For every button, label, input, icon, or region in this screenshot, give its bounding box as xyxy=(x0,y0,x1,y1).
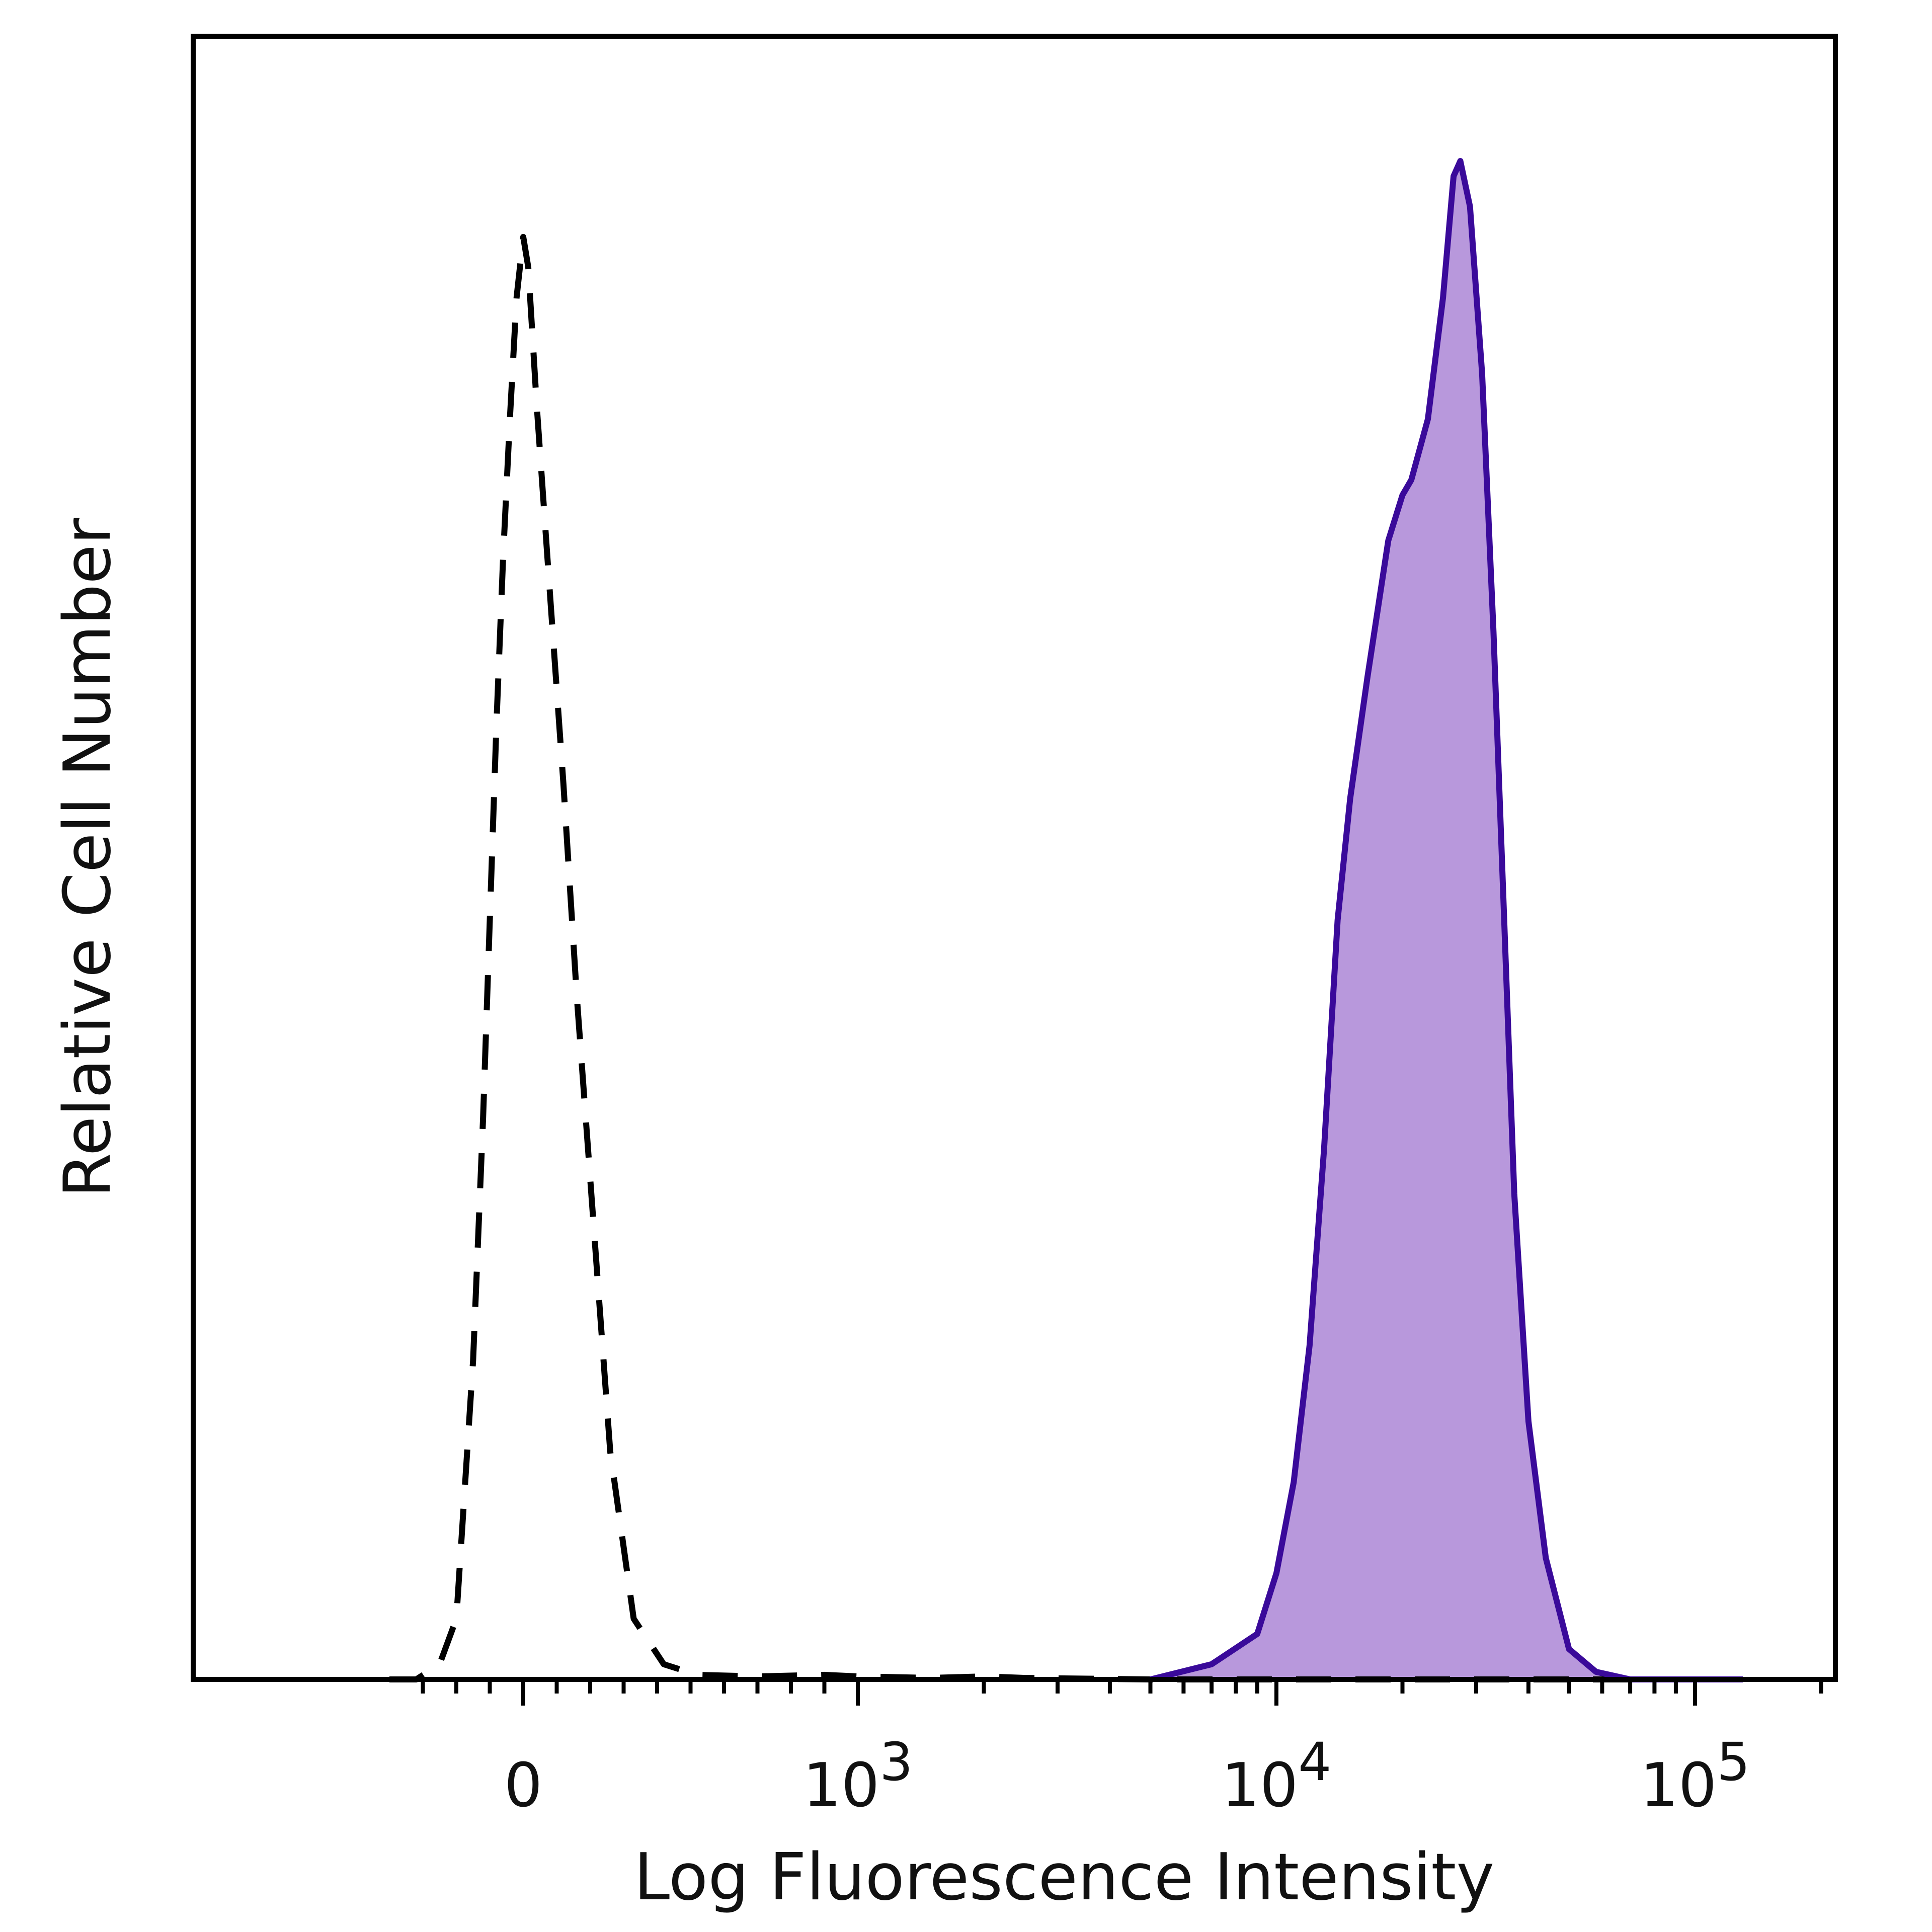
series-2-area xyxy=(1150,161,1743,1679)
tick-label-layer: 0 103 104 105 xyxy=(504,1731,1750,1821)
fill-layer xyxy=(1150,161,1743,1679)
x-tick-label: 105 xyxy=(1640,1731,1750,1821)
x-axis-label: Log Fluorescence Intensity xyxy=(634,1840,1494,1915)
x-tick-label: 0 xyxy=(504,1751,542,1821)
series-2-line xyxy=(1150,158,1743,1682)
y-axis-label: Relative Cell Number xyxy=(50,518,125,1197)
line-layer xyxy=(389,158,1743,1682)
x-tick-label: 104 xyxy=(1222,1731,1332,1821)
tick-layer xyxy=(421,1679,1823,1706)
x-tick-label: 103 xyxy=(803,1731,913,1821)
plot-frame xyxy=(191,34,1838,1682)
series-1-line xyxy=(389,233,1743,1682)
